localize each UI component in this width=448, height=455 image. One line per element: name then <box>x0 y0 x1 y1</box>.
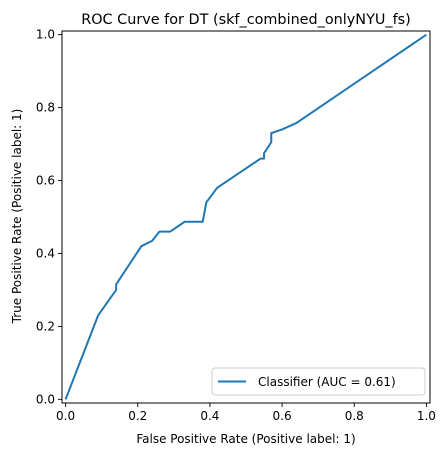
y-tick-label: 0.6 <box>36 174 55 188</box>
plot-area <box>61 30 431 404</box>
x-axis-label: False Positive Rate (Positive label: 1) <box>136 432 355 446</box>
x-tick-label: 0.6 <box>273 409 292 423</box>
x-tick-label: 0.0 <box>56 409 75 423</box>
y-axis: 0.0 0.2 0.4 0.6 0.8 1.0 <box>36 28 62 406</box>
legend-box <box>211 367 426 396</box>
y-axis-label: True Positive Rate (Positive label: 1) <box>10 109 24 325</box>
chart-title: ROC Curve for DT (skf_combined_onlyNYU_f… <box>81 12 411 28</box>
y-tick-label: 0.8 <box>36 101 55 115</box>
x-tick-label: 1.0 <box>417 409 436 423</box>
series-line-0 <box>64 33 427 400</box>
y-tick-label: 0.0 <box>36 392 55 406</box>
x-tick-label: 0.4 <box>200 409 219 423</box>
legend: Classifier (AUC = 0.61) <box>211 367 426 396</box>
legend-label: Classifier (AUC = 0.61) <box>258 375 396 389</box>
x-tick-label: 0.2 <box>128 409 147 423</box>
y-tick-label: 1.0 <box>36 28 55 42</box>
x-axis: 0.0 0.2 0.4 0.6 0.8 1.0 <box>56 403 436 423</box>
y-tick-label: 0.4 <box>36 246 55 260</box>
x-tick-label: 0.8 <box>345 409 364 423</box>
plot-frame <box>61 30 431 404</box>
y-tick-label: 0.2 <box>36 319 55 333</box>
